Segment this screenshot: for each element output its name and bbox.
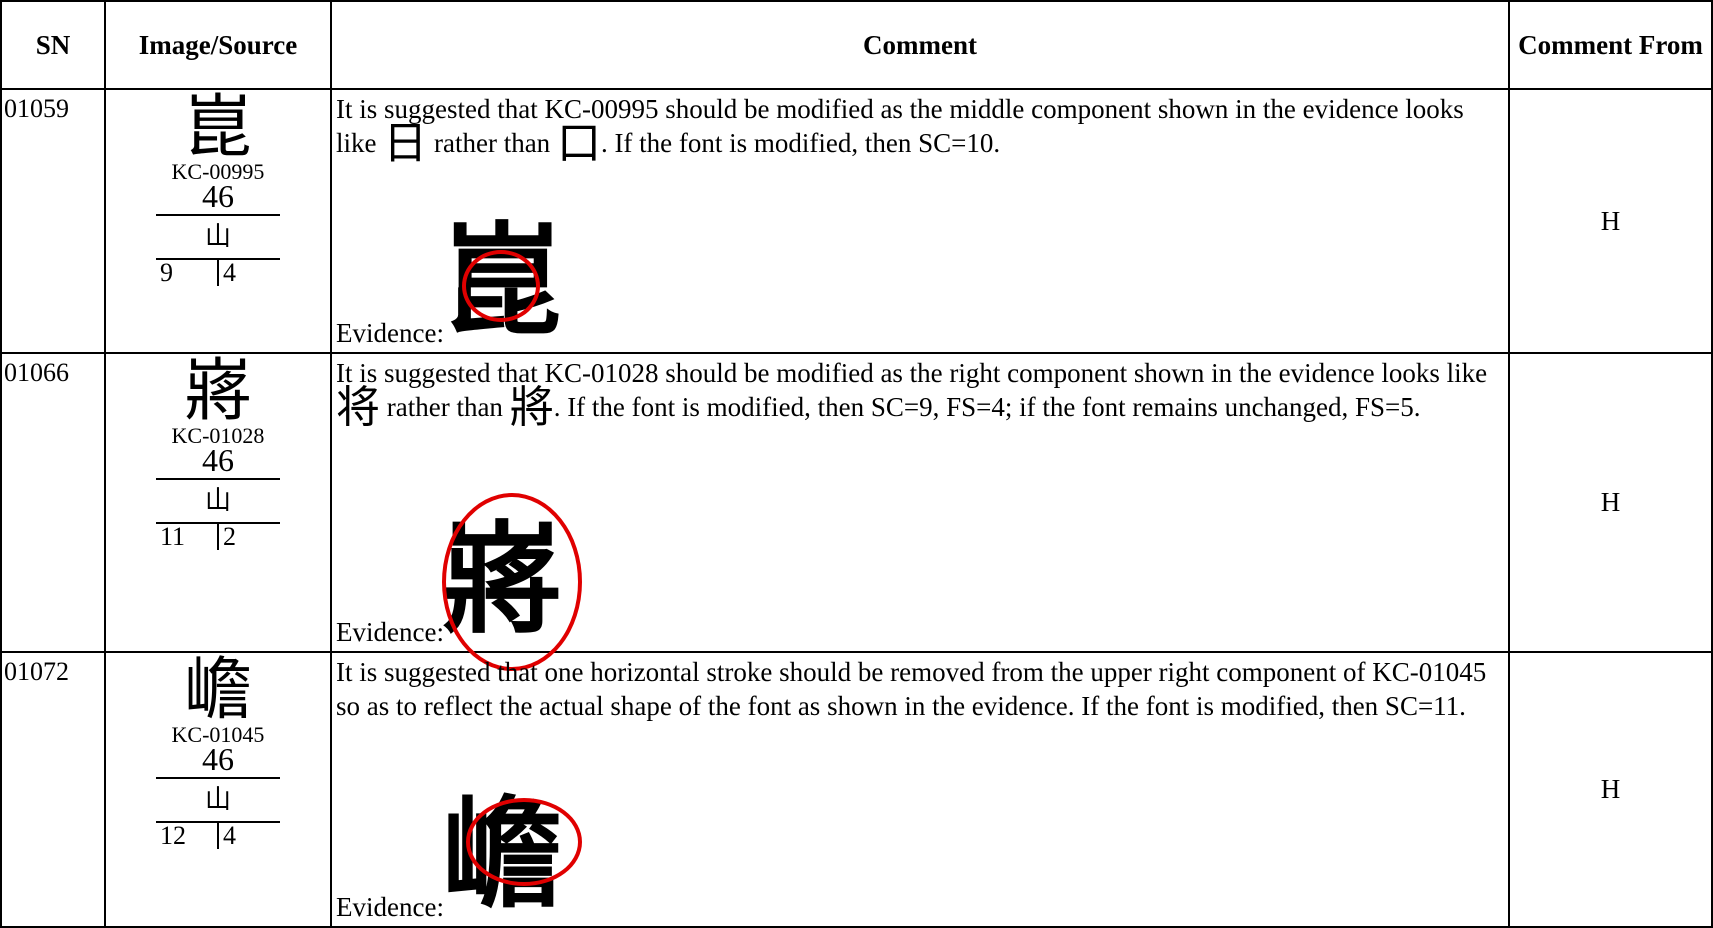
comment-part: rather than	[427, 128, 557, 158]
glyph: 崑	[183, 89, 252, 165]
comment-from: H	[1510, 354, 1713, 653]
source-code: KC-01045	[171, 722, 265, 747]
sn-cell: 01066	[0, 354, 106, 653]
stroke-count: 12	[160, 821, 186, 850]
evidence-label: Evidence:	[336, 892, 444, 922]
comment-part: rather than	[380, 392, 510, 422]
comment-part: . If the font is modified, then SC=10.	[600, 128, 1001, 158]
evidence-label: Evidence:	[336, 617, 444, 647]
inline-glyph: 將	[509, 383, 554, 432]
inline-glyph: 口	[556, 119, 601, 168]
header-cell: Comment	[332, 0, 1510, 90]
stroke-counts: 11 2	[156, 524, 280, 550]
radical-number: 46	[156, 444, 280, 480]
source-code: KC-00995	[171, 159, 265, 184]
evidence-circle	[442, 493, 582, 671]
sn-cell: 01072	[0, 653, 106, 928]
header-cell: SN	[0, 0, 106, 90]
comment-part: . If the font is modified, then SC=9, FS…	[553, 392, 1421, 422]
header-cell: Image/Source	[106, 0, 332, 90]
evidence-circle	[466, 798, 582, 886]
sn-cell: 01059	[0, 90, 106, 354]
radical-number: 46	[156, 743, 280, 779]
comment-from: H	[1510, 90, 1713, 354]
comment-cell: It is suggested that KC-01028 should be …	[332, 354, 1510, 671]
radical: 山	[156, 480, 280, 524]
glyph: 嶦	[183, 652, 252, 728]
radical: 山	[156, 779, 280, 823]
comment-cell: It is suggested that KC-00995 should be …	[332, 90, 1510, 354]
stroke-count: 4	[217, 260, 280, 286]
glyph: 嶈	[183, 353, 252, 429]
source-cell: 嶈 KC-01028 46 山 11 2	[106, 354, 332, 653]
evidence-label: Evidence:	[336, 318, 444, 348]
stroke-count: 2	[217, 524, 280, 550]
comment-part: It is suggested that KC-01028 should be …	[336, 358, 1488, 388]
stroke-counts: 12 4	[156, 823, 280, 849]
comment-part: It is suggested that one horizontal stro…	[336, 657, 1487, 721]
evidence-circle	[462, 250, 540, 322]
inline-glyph: 日	[383, 119, 428, 168]
radical: 山	[156, 216, 280, 260]
comment-part: It is suggested that KC-00995 should be …	[336, 94, 1464, 158]
comment-text: It is suggested that one horizontal stro…	[336, 655, 1504, 723]
radical-number: 46	[156, 180, 280, 216]
stroke-count: 9	[160, 258, 173, 287]
source-cell: 嶦 KC-01045 46 山 12 4	[106, 653, 332, 928]
comment-from: H	[1510, 653, 1713, 928]
stroke-count: 11	[160, 522, 186, 551]
header-cell: Comment From	[1510, 0, 1713, 90]
comment-text: It is suggested that KC-00995 should be …	[336, 92, 1504, 166]
stroke-count: 4	[217, 823, 280, 849]
inline-glyph: 将	[336, 383, 380, 432]
source-cell: 崑 KC-00995 46 山 9 4	[106, 90, 332, 354]
comment-text: It is suggested that KC-01028 should be …	[336, 356, 1504, 430]
source-code: KC-01028	[171, 423, 265, 448]
comment-cell: It is suggested that one horizontal stro…	[332, 653, 1510, 928]
